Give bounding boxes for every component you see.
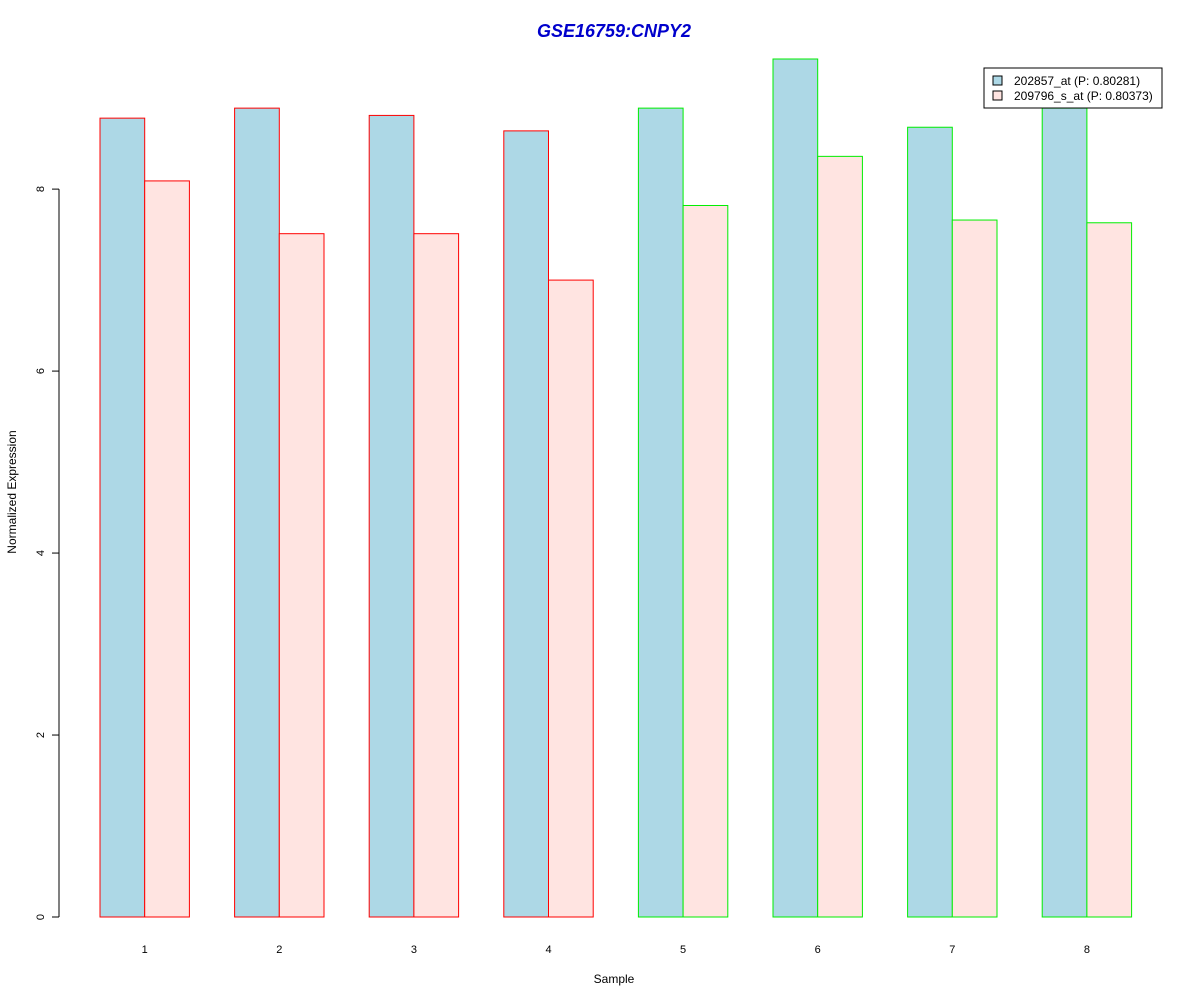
bar-sample-5-series-2 [682, 204, 729, 918]
bar-sample-1-series-1 [99, 117, 146, 918]
bar-sample-6-series-2 [817, 155, 863, 918]
bar-sample-4-series-1 [503, 130, 549, 918]
x-tick-label: 5 [680, 944, 686, 956]
y-tick-label: 4 [35, 550, 47, 556]
chart-title: GSE16759:CNPY2 [537, 21, 691, 41]
y-tick-label: 2 [35, 732, 47, 738]
bar-sample-4-series-2 [548, 279, 594, 918]
y-axis: 0 2 4 6 8 [35, 186, 60, 920]
bar-sample-5-series-1 [637, 107, 684, 918]
bar-sample-1-series-2 [144, 180, 190, 918]
bar-sample-3-series-2 [413, 233, 460, 918]
bar-sample-2-series-2 [278, 233, 325, 918]
legend-entry-label: 202857_at (P: 0.80281) [1014, 74, 1140, 88]
x-tick-label: 8 [1084, 944, 1090, 956]
bar-sample-3-series-1 [368, 114, 415, 918]
y-tick-label: 6 [35, 368, 47, 374]
y-tick-label: 0 [35, 914, 47, 920]
bars-group [99, 58, 1133, 918]
bar-sample-6-series-1 [772, 58, 819, 918]
x-tick-label: 7 [949, 944, 955, 956]
x-tick-label: 2 [276, 944, 282, 956]
y-tick-label: 8 [35, 186, 47, 192]
x-tick-label: 1 [142, 944, 148, 956]
x-tick-label: 4 [545, 944, 551, 956]
x-axis: 1 2 3 4 5 6 7 8 [142, 944, 1090, 956]
x-axis-label: Sample [594, 972, 635, 986]
bar-sample-8-series-1 [1041, 107, 1088, 918]
legend-swatch [992, 75, 1003, 86]
legend-entry-label: 209796_s_at (P: 0.80373) [1014, 89, 1153, 103]
bar-sample-2-series-1 [234, 107, 280, 918]
legend: 202857_at (P: 0.80281)209796_s_at (P: 0.… [983, 67, 1163, 109]
y-axis-label: Normalized Expression [5, 430, 19, 553]
legend-swatch [992, 90, 1003, 101]
legend-box [983, 67, 1163, 109]
x-tick-label: 3 [411, 944, 417, 956]
bar-sample-7-series-2 [951, 219, 998, 918]
bar-sample-7-series-1 [907, 126, 953, 918]
x-tick-label: 6 [815, 944, 821, 956]
bar-sample-8-series-2 [1086, 222, 1133, 918]
